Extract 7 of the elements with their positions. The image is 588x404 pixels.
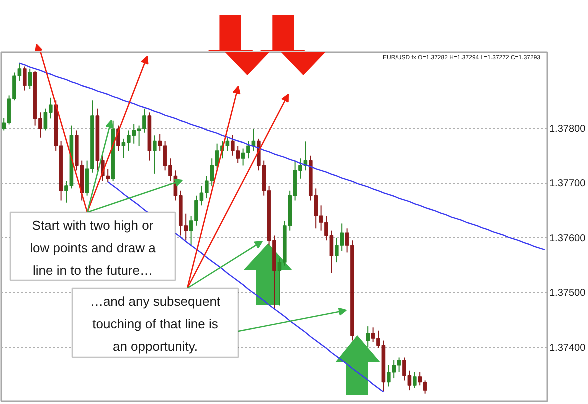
y-tick-label: 1.37800 xyxy=(550,124,586,136)
annotation: …and any subsequent touching of that line is an opportunity. xyxy=(90,294,221,354)
y-tick-label: 1.37700 xyxy=(550,178,586,190)
y-tick-label: 1.37600 xyxy=(550,233,586,244)
y-tick-label: 1.37400 xyxy=(550,342,586,354)
y-tick-label: 1.37500 xyxy=(550,288,586,300)
annotation: Start with two high or low points and draw a line in to the future… xyxy=(30,218,157,278)
